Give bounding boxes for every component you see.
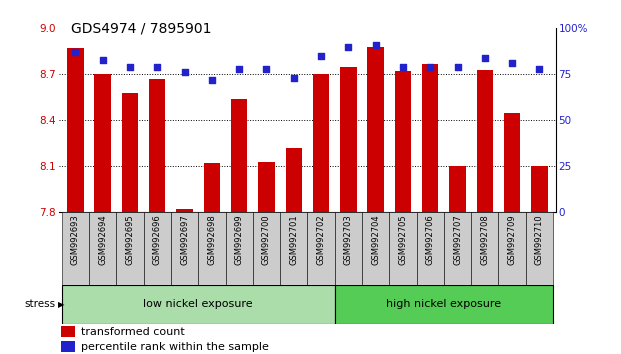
Point <box>97 57 107 62</box>
Bar <box>225 212 253 285</box>
Text: GSM992707: GSM992707 <box>453 215 462 266</box>
Text: transformed count: transformed count <box>81 327 185 337</box>
Text: GSM992695: GSM992695 <box>125 215 135 265</box>
Bar <box>67 48 84 212</box>
Text: percentile rank within the sample: percentile rank within the sample <box>81 342 270 352</box>
Bar <box>499 212 526 285</box>
Point <box>343 44 353 50</box>
Bar <box>362 212 389 285</box>
Point <box>371 42 381 48</box>
Text: stress: stress <box>25 299 56 309</box>
Bar <box>471 212 499 285</box>
Bar <box>198 212 225 285</box>
Point <box>234 66 244 72</box>
Text: GSM992709: GSM992709 <box>507 215 517 265</box>
Point <box>316 53 326 59</box>
Bar <box>61 341 75 353</box>
Point <box>125 64 135 70</box>
Bar <box>89 212 116 285</box>
Bar <box>149 79 165 212</box>
Point <box>207 77 217 83</box>
Bar <box>531 166 548 212</box>
Text: GSM992696: GSM992696 <box>153 215 161 266</box>
Point <box>480 55 490 61</box>
Point <box>289 75 299 81</box>
Bar <box>176 209 193 212</box>
Bar <box>477 70 493 212</box>
Text: GDS4974 / 7895901: GDS4974 / 7895901 <box>71 21 212 35</box>
Point <box>507 61 517 66</box>
Bar <box>280 212 307 285</box>
Bar <box>450 166 466 212</box>
Point <box>398 64 408 70</box>
Text: GSM992698: GSM992698 <box>207 215 216 266</box>
Bar <box>368 47 384 212</box>
Text: GSM992700: GSM992700 <box>262 215 271 265</box>
Bar <box>253 212 280 285</box>
Bar <box>171 212 198 285</box>
Point <box>261 66 271 72</box>
Bar <box>61 326 75 337</box>
Text: GSM992710: GSM992710 <box>535 215 544 265</box>
Point <box>179 70 189 75</box>
Point <box>453 64 463 70</box>
Point <box>535 66 545 72</box>
Bar <box>122 93 138 212</box>
Bar <box>395 71 411 212</box>
Text: GSM992701: GSM992701 <box>289 215 298 265</box>
Bar <box>504 113 520 212</box>
Bar <box>258 162 274 212</box>
Bar <box>335 212 362 285</box>
Text: GSM992706: GSM992706 <box>426 215 435 266</box>
Text: GSM992703: GSM992703 <box>344 215 353 266</box>
Bar <box>286 148 302 212</box>
Point <box>70 50 80 55</box>
Bar <box>307 212 335 285</box>
Bar <box>422 64 438 212</box>
Text: GSM992704: GSM992704 <box>371 215 380 265</box>
Text: GSM992697: GSM992697 <box>180 215 189 266</box>
Bar <box>526 212 553 285</box>
Bar <box>231 99 247 212</box>
Bar <box>94 74 111 212</box>
Text: GSM992702: GSM992702 <box>317 215 325 265</box>
Bar <box>340 67 356 212</box>
Bar <box>417 212 444 285</box>
Text: GSM992694: GSM992694 <box>98 215 107 265</box>
Bar <box>313 74 329 212</box>
Text: low nickel exposure: low nickel exposure <box>143 299 253 309</box>
Point <box>152 64 162 70</box>
Bar <box>143 212 171 285</box>
Bar <box>335 285 553 324</box>
Text: ▶: ▶ <box>58 300 64 309</box>
Point <box>425 64 435 70</box>
Bar <box>204 163 220 212</box>
Bar <box>61 285 335 324</box>
Bar <box>116 212 143 285</box>
Text: GSM992693: GSM992693 <box>71 215 80 266</box>
Text: GSM992699: GSM992699 <box>235 215 243 265</box>
Bar <box>389 212 417 285</box>
Bar <box>61 212 89 285</box>
Text: GSM992705: GSM992705 <box>399 215 407 265</box>
Text: GSM992708: GSM992708 <box>480 215 489 266</box>
Text: high nickel exposure: high nickel exposure <box>386 299 501 309</box>
Bar <box>444 212 471 285</box>
